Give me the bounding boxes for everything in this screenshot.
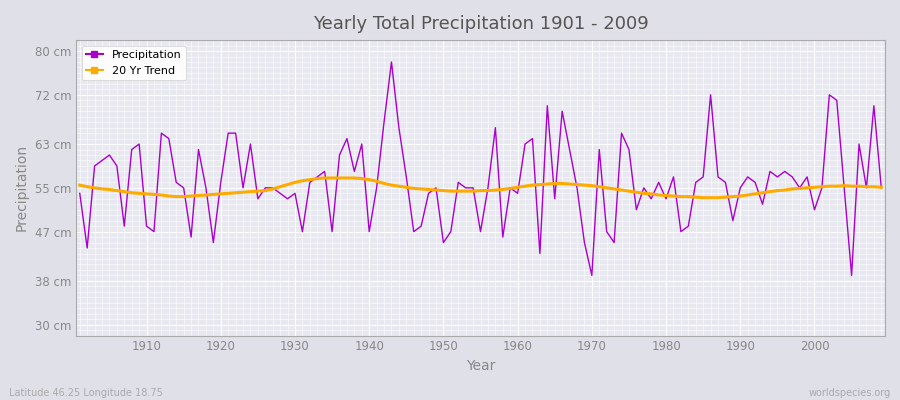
X-axis label: Year: Year xyxy=(466,359,495,373)
Y-axis label: Precipitation: Precipitation xyxy=(15,144,29,232)
Text: Latitude 46.25 Longitude 18.75: Latitude 46.25 Longitude 18.75 xyxy=(9,388,163,398)
Text: worldspecies.org: worldspecies.org xyxy=(809,388,891,398)
Title: Yearly Total Precipitation 1901 - 2009: Yearly Total Precipitation 1901 - 2009 xyxy=(312,15,648,33)
Legend: Precipitation, 20 Yr Trend: Precipitation, 20 Yr Trend xyxy=(82,46,185,80)
